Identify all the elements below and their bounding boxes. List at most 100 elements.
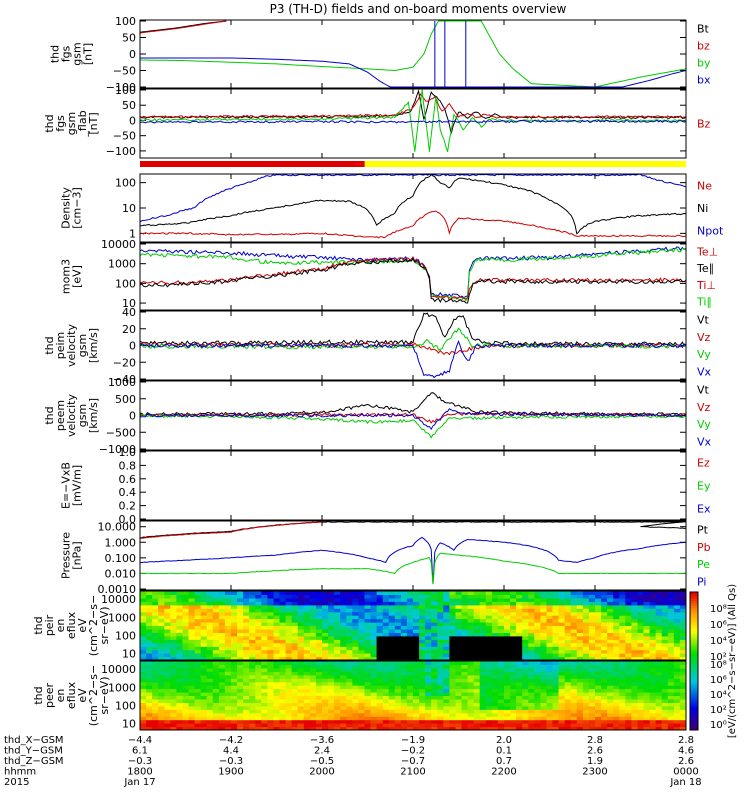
spectrogram-cell bbox=[473, 709, 481, 714]
spectrogram-cell bbox=[334, 685, 341, 690]
spectrogram-cell bbox=[522, 685, 529, 690]
spectrogram-cell bbox=[613, 661, 620, 665]
spectrogram-cell bbox=[443, 695, 450, 700]
spectrogram-cell bbox=[491, 712, 499, 717]
spectrogram-cell bbox=[607, 705, 614, 710]
spectrogram-cell bbox=[255, 597, 262, 602]
spectrogram-cell bbox=[328, 661, 335, 665]
spectrogram-cell bbox=[400, 622, 408, 626]
spectrogram-cell bbox=[455, 649, 463, 654]
spectrogram-cell bbox=[328, 615, 335, 620]
spectrogram-cell bbox=[182, 622, 190, 626]
spectrogram-cell bbox=[655, 642, 663, 647]
spectrogram-cell bbox=[607, 688, 614, 693]
spectrogram-cell bbox=[655, 678, 663, 683]
spectrogram-cell bbox=[182, 695, 190, 700]
spectrogram-cell bbox=[249, 618, 256, 623]
spectrogram-cell bbox=[552, 632, 560, 637]
spectrogram-cell bbox=[334, 653, 341, 658]
spectrogram-cell bbox=[309, 639, 317, 644]
spectrogram-cell bbox=[413, 705, 420, 710]
spectrogram-cell bbox=[522, 591, 529, 595]
y-axis-label: Pressure bbox=[60, 532, 73, 579]
spectrogram-cell bbox=[479, 591, 487, 595]
spectrogram-cell bbox=[152, 671, 159, 676]
spectrogram-cell bbox=[413, 699, 420, 703]
spectrogram-cell bbox=[224, 678, 232, 683]
spectrogram-cell bbox=[461, 705, 469, 710]
spectrogram-cell bbox=[540, 702, 548, 707]
spectrogram-cell bbox=[461, 608, 469, 613]
spectrogram-cell bbox=[516, 685, 523, 690]
spectrogram-cell bbox=[322, 667, 329, 672]
spectrogram-cell bbox=[315, 642, 323, 647]
spectrogram-cell bbox=[564, 594, 572, 599]
y-tick-label: 10.000 bbox=[98, 521, 137, 534]
spectrogram-cell bbox=[370, 712, 378, 717]
spectrogram-cell bbox=[564, 611, 572, 616]
spectrogram-cell bbox=[218, 622, 226, 626]
spectrogram-cell bbox=[394, 688, 402, 693]
spectrogram-cell bbox=[497, 661, 505, 665]
legend-0: Pt bbox=[697, 524, 709, 537]
spectrogram-cell bbox=[158, 646, 165, 651]
spectrogram-cell bbox=[370, 678, 378, 683]
spectrogram-cell bbox=[534, 608, 541, 613]
spectrogram-cell bbox=[358, 601, 366, 606]
x-column-value: −0.7 bbox=[401, 756, 425, 767]
spectrogram-cell bbox=[413, 618, 420, 623]
spectrogram-cell bbox=[467, 692, 475, 696]
spectrogram-cell bbox=[673, 594, 681, 599]
spectrogram-cell bbox=[406, 608, 414, 613]
spectrogram-cell bbox=[667, 664, 675, 669]
spectrogram-cell bbox=[558, 649, 566, 654]
spectrogram-cell bbox=[667, 719, 675, 724]
spectrogram-cell bbox=[595, 709, 602, 714]
spectrogram-cell bbox=[437, 709, 444, 714]
spectrogram-cell bbox=[601, 649, 608, 654]
spectrogram-cell bbox=[461, 674, 469, 679]
spectrogram-cell bbox=[491, 608, 499, 613]
spectrogram-cell bbox=[455, 639, 463, 644]
spectrogram-cell bbox=[291, 653, 299, 658]
colorbar-cell bbox=[690, 707, 698, 710]
spectrogram-cell bbox=[497, 653, 505, 658]
spectrogram-cell bbox=[303, 716, 311, 721]
colorbar-cell bbox=[690, 718, 698, 722]
spectrogram-cell bbox=[479, 661, 487, 665]
spectrogram-cell bbox=[467, 667, 475, 672]
spectrogram-cell bbox=[485, 712, 493, 717]
spectrogram-cell bbox=[224, 622, 232, 626]
spectrogram-cell bbox=[413, 642, 420, 647]
spectrogram-cell bbox=[364, 618, 372, 623]
spectrogram-cell bbox=[303, 681, 311, 686]
colorbar-cell bbox=[690, 704, 698, 708]
spectrogram-cell bbox=[552, 664, 560, 669]
spectrogram-cell bbox=[182, 601, 190, 606]
colorbar-tick-label: 10⁸ bbox=[710, 604, 727, 615]
spectrogram-cell bbox=[619, 685, 626, 690]
spectrogram-cell bbox=[340, 726, 347, 730]
spectrogram-cell bbox=[224, 723, 232, 728]
spectrogram-cell bbox=[182, 678, 190, 683]
spectrogram-cell bbox=[261, 597, 268, 602]
legend-1: bz bbox=[697, 40, 710, 53]
spectrogram-cell bbox=[491, 629, 499, 633]
spectrogram-cell bbox=[206, 635, 214, 640]
spectrogram-cell bbox=[358, 685, 366, 690]
spectrogram-cell bbox=[673, 601, 681, 606]
spectrogram-cell bbox=[231, 723, 238, 728]
spectrogram-cell bbox=[273, 699, 281, 703]
spectrogram-cell bbox=[370, 681, 378, 686]
spectrogram-cell bbox=[231, 688, 238, 693]
spectrogram-cell bbox=[170, 688, 177, 693]
colorbar-cell bbox=[690, 679, 698, 683]
spectrogram-cell bbox=[467, 681, 475, 686]
y-tick-label: −1000 bbox=[99, 443, 136, 456]
spectrogram-cell bbox=[200, 604, 208, 609]
spectrogram-cell bbox=[273, 723, 281, 728]
spectrogram-cell bbox=[679, 681, 686, 686]
spectrogram-cell bbox=[352, 649, 359, 654]
spectrogram-cell bbox=[449, 688, 457, 693]
spectrogram-cell bbox=[667, 695, 675, 700]
